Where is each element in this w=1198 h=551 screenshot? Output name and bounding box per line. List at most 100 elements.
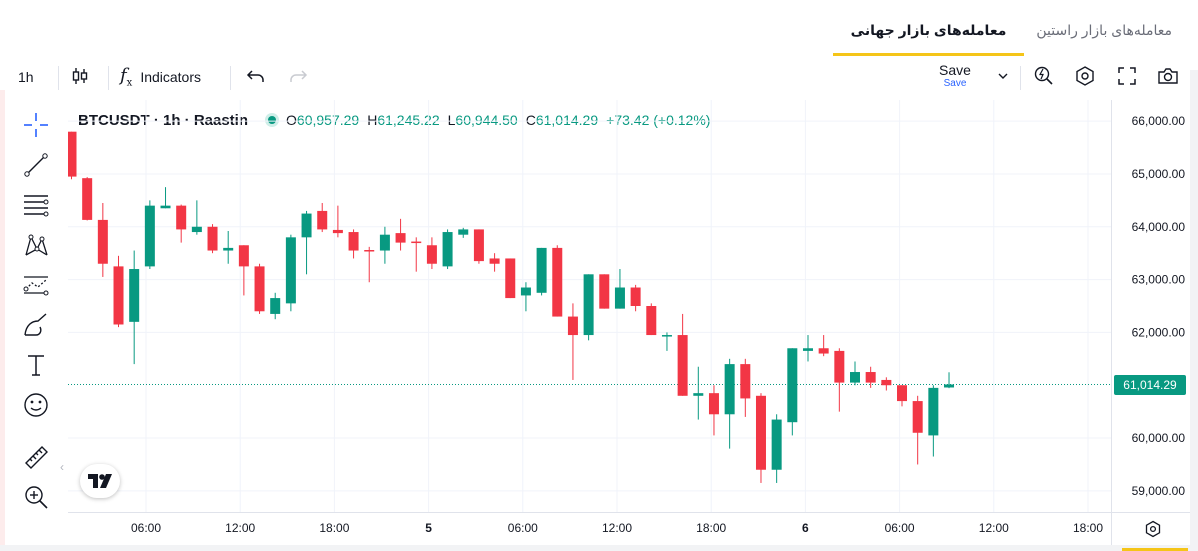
- frame-right-edge: [1190, 70, 1198, 550]
- settings-hex-icon: [1144, 520, 1162, 543]
- toolbar-divider: [1020, 66, 1021, 90]
- time-tick-label: 18:00: [696, 521, 726, 535]
- price-chart[interactable]: 66,000.00 65,000.00 64,000.00 63,000.00 62,0…: [68, 100, 1190, 545]
- candle-body: [646, 306, 657, 336]
- zoom-tool-button[interactable]: [14, 482, 58, 516]
- price-tick-label: 60,000.00: [1132, 431, 1186, 445]
- time-tick-label: 06:00: [885, 521, 915, 535]
- time-tick-label: 06:00: [508, 521, 538, 535]
- trendline-tool-button[interactable]: [14, 150, 58, 184]
- function-icon: fx: [120, 65, 133, 89]
- projection-tool-button[interactable]: [14, 270, 58, 304]
- candle-body: [191, 226, 202, 233]
- candle-body: [176, 205, 187, 230]
- text-icon: [22, 351, 50, 384]
- snapshot-button[interactable]: [1156, 60, 1180, 94]
- candle-body: [724, 364, 735, 415]
- candle-body: [317, 210, 328, 230]
- candle-body: [787, 348, 798, 423]
- tradingview-logo[interactable]: [80, 464, 120, 498]
- chart-legend: BTCUSDT · 1h · Raastin O 60,957.29 H 61,24…: [78, 110, 710, 130]
- candle-body: [693, 393, 704, 396]
- close-value: 61,014.29: [535, 112, 599, 128]
- horizontal-lines-icon: [22, 191, 50, 224]
- redo-button[interactable]: [288, 60, 308, 94]
- candle-body: [677, 335, 688, 396]
- chart-settings-button[interactable]: [1074, 60, 1096, 94]
- toolbar-divider: [230, 66, 231, 90]
- chart-toolbar: 1h fx Indicators Save Save: [8, 60, 1188, 96]
- interval-button[interactable]: 1h: [18, 69, 34, 85]
- crosshair-tool-button[interactable]: [14, 110, 58, 144]
- settings-hex-icon: [1074, 65, 1096, 90]
- candle-body: [285, 237, 296, 304]
- collapse-toolbar-arrow[interactable]: ‹: [60, 460, 64, 474]
- candle-body: [552, 247, 563, 317]
- candle-body: [238, 245, 249, 267]
- candle-body: [332, 229, 343, 234]
- high-key: H: [367, 112, 378, 128]
- candle-body: [254, 266, 265, 312]
- candle-body: [944, 384, 955, 388]
- fullscreen-icon: [1116, 65, 1138, 90]
- toolbar-divider: [108, 66, 109, 90]
- text-tool-button[interactable]: [14, 350, 58, 384]
- layout-dropdown-button[interactable]: [996, 60, 1010, 94]
- open-value: 60,957.29: [296, 112, 360, 128]
- candle-body: [68, 131, 77, 177]
- market-tabs: معامله‌های بازار راستین معامله‌های بازار…: [832, 10, 1184, 56]
- candle-body: [505, 258, 516, 299]
- candle-body: [426, 245, 437, 264]
- candle-body: [489, 258, 500, 264]
- symbol-title[interactable]: BTCUSDT · 1h · Raastin: [78, 111, 249, 129]
- candle-body: [223, 247, 234, 251]
- time-tick-label: 12:00: [602, 521, 632, 535]
- candle-body: [348, 232, 359, 251]
- candle-body: [379, 234, 390, 251]
- candle-body: [270, 298, 281, 314]
- candle-body: [818, 348, 829, 354]
- price-tick-label: 66,000.00: [1132, 114, 1186, 128]
- fullscreen-button[interactable]: [1116, 60, 1138, 94]
- scale-settings-button[interactable]: [1142, 520, 1164, 542]
- time-tick-label: 6: [802, 521, 809, 535]
- emoji-tool-button[interactable]: [14, 390, 58, 424]
- indicators-button[interactable]: fx Indicators: [120, 60, 201, 94]
- price-tick-label: 63,000.00: [1132, 273, 1186, 287]
- tab-raastin-market[interactable]: معامله‌های بازار راستین: [1036, 22, 1172, 38]
- price-tick-label: 65,000.00: [1132, 167, 1186, 181]
- brush-tool-button[interactable]: [14, 310, 58, 344]
- candle-body: [129, 269, 140, 322]
- tv-logo-icon: [88, 474, 112, 488]
- candle-body: [802, 348, 813, 351]
- chart-type-button[interactable]: [70, 60, 90, 94]
- save-button[interactable]: Save Save: [926, 62, 984, 89]
- candle-body: [301, 213, 312, 238]
- low-key: L: [447, 112, 456, 128]
- candle-body: [897, 385, 908, 402]
- time-tick-label: 18:00: [319, 521, 349, 535]
- candle-body: [144, 205, 155, 267]
- price-tick-label: 59,000.00: [1132, 484, 1186, 498]
- time-tick-label: 06:00: [131, 521, 161, 535]
- save-label: Save: [939, 62, 971, 78]
- undo-button[interactable]: [246, 60, 266, 94]
- current-price-label: 61,014.29: [1114, 375, 1186, 395]
- smiley-icon: [22, 391, 50, 424]
- measure-tool-button[interactable]: [14, 442, 58, 476]
- candle-body: [599, 274, 610, 309]
- tab-global-market[interactable]: معامله‌های بازار جهانی: [832, 10, 1025, 56]
- candle-body: [614, 287, 625, 309]
- candle-body: [82, 178, 93, 220]
- quick-search-button[interactable]: [1033, 60, 1055, 94]
- trendline-icon: [22, 151, 50, 184]
- ruler-icon: [22, 443, 50, 476]
- crosshair-icon: [22, 111, 50, 144]
- time-tick-label: 12:00: [979, 521, 1009, 535]
- chevron-down-icon: [996, 69, 1010, 86]
- indicators-label: Indicators: [140, 69, 202, 85]
- pattern-tool-button[interactable]: [14, 230, 58, 264]
- candle-body: [458, 229, 469, 235]
- open-key: O: [286, 112, 297, 128]
- fib-tool-button[interactable]: [14, 190, 58, 224]
